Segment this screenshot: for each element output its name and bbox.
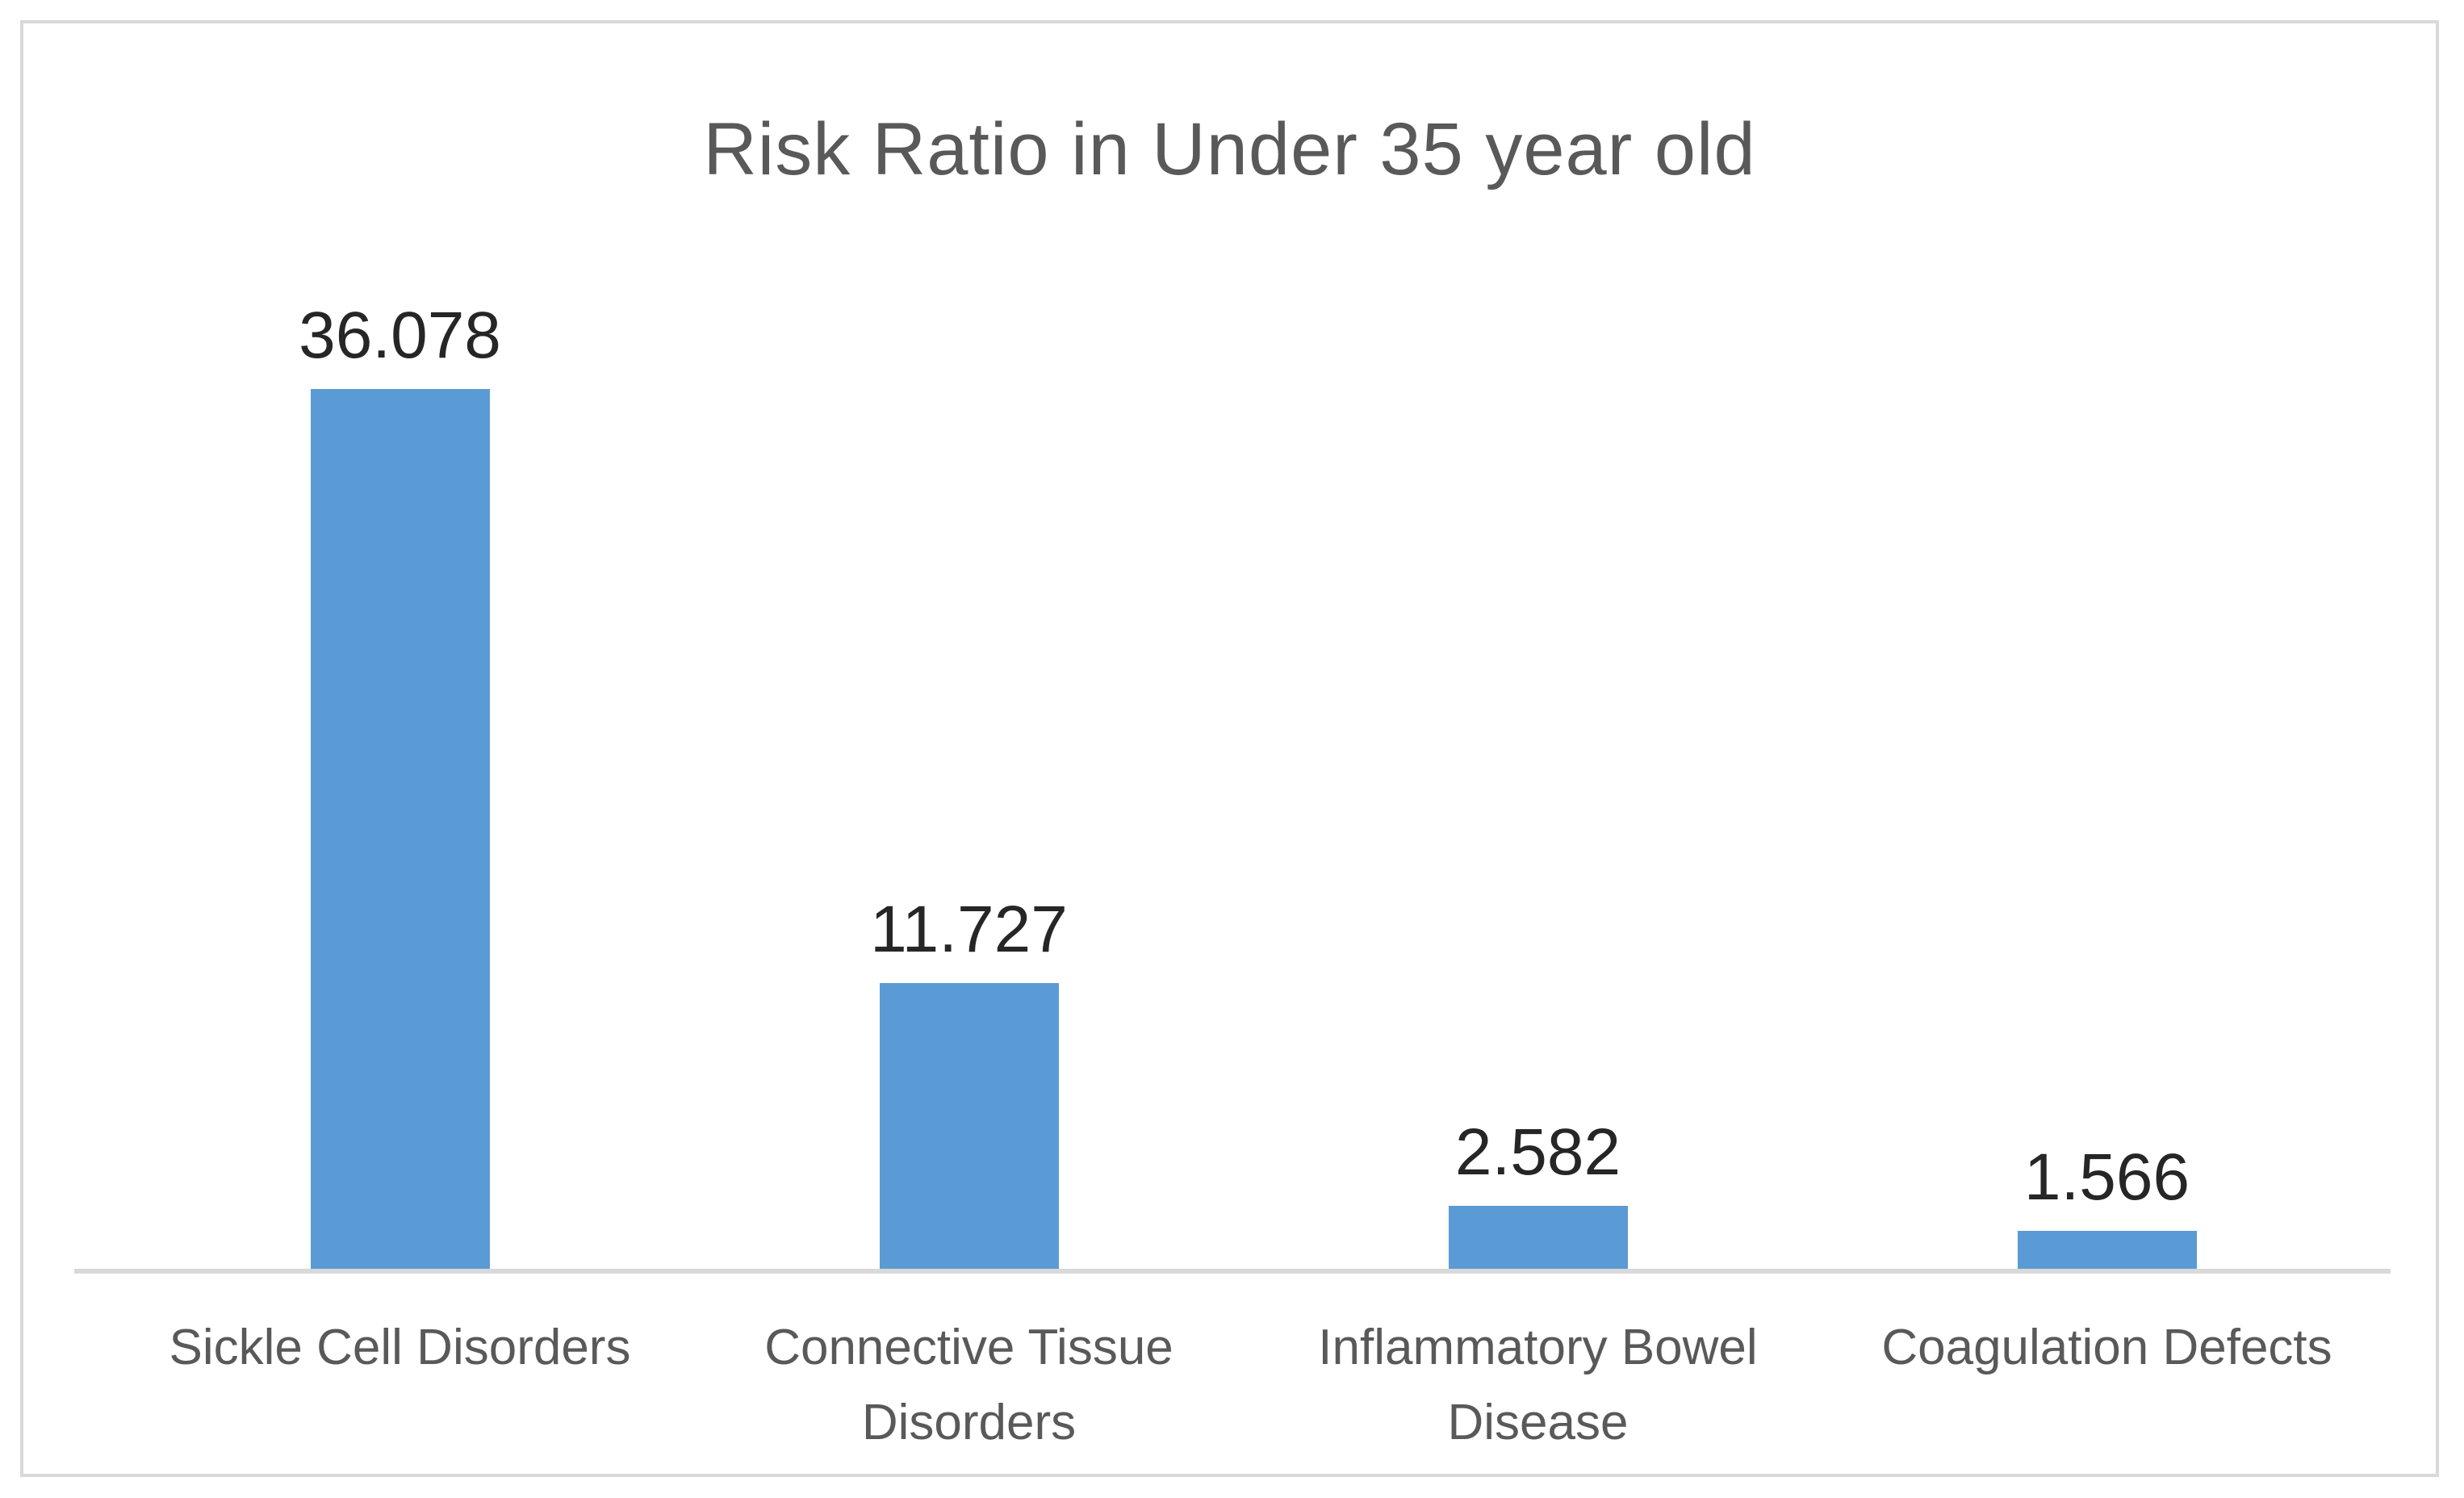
value-label: 1.566 [2023, 1140, 2190, 1214]
value-label: 2.582 [1454, 1115, 1621, 1189]
category-label: Connective Tissue Disorders [764, 1320, 1173, 1450]
bar-group: 1.566 [1822, 294, 2391, 1269]
category-axis: Sickle Cell Disorders Connective Tissue … [115, 1310, 2391, 1460]
value-label: 36.078 [299, 299, 501, 373]
chart-frame: Risk Ratio in Under 35 year old 36.078 1… [20, 20, 2439, 1477]
bar [1448, 1206, 1628, 1269]
bar-group: 36.078 [115, 294, 684, 1269]
value-label: 11.727 [870, 892, 1068, 966]
bar [2017, 1230, 2197, 1269]
bar-group: 2.582 [1253, 294, 1822, 1269]
plot-area: 36.078 11.727 2.582 1.566 [115, 294, 2391, 1269]
category-label: Sickle Cell Disorders [169, 1320, 631, 1375]
bar [879, 982, 1059, 1269]
category-label: Coagulation Defects [1881, 1320, 2332, 1375]
bar [310, 389, 490, 1269]
chart-title: Risk Ratio in Under 35 year old [703, 108, 1756, 190]
category-label: Inflammatory Bowel Disease [1318, 1320, 1758, 1450]
x-axis-line [74, 1269, 2391, 1274]
bar-group: 11.727 [684, 294, 1253, 1269]
